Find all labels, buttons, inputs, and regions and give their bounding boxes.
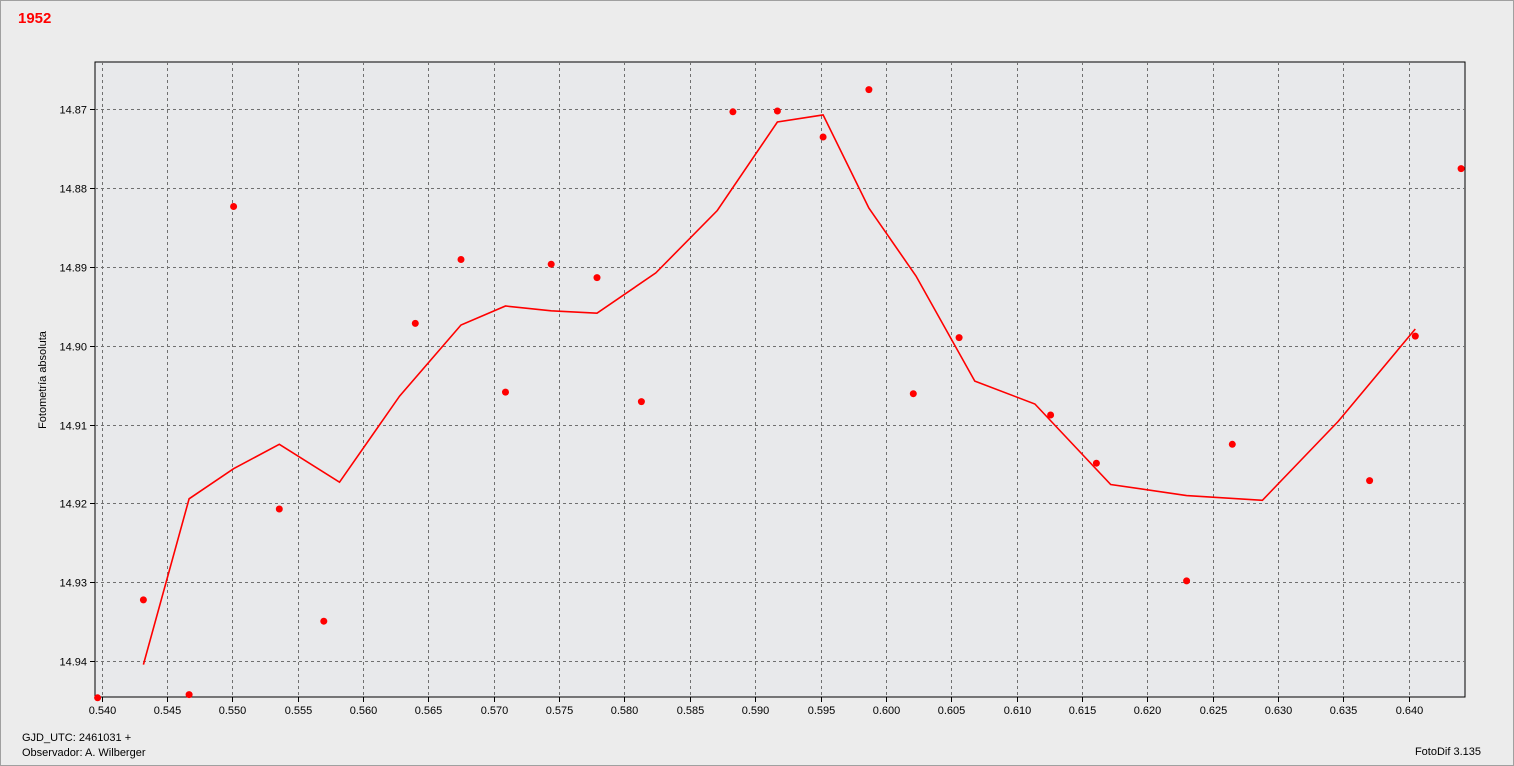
data-point [593, 274, 601, 282]
plot-area [94, 61, 1466, 698]
x-tick-label: 0.570 [481, 705, 509, 717]
y-tick-label: 14.92 [59, 499, 87, 511]
software-version: FotoDif 3.135 [1414, 746, 1481, 758]
x-tick-label: 0.590 [742, 705, 770, 717]
data-point [411, 319, 419, 327]
data-point [185, 691, 193, 699]
data-point [1411, 332, 1419, 340]
data-point [909, 390, 917, 398]
data-point [819, 133, 827, 141]
x-axis-ticks: 0.540 0.545 0.550 0.555 0.560 0.565 0.570 0.575… [89, 697, 1424, 717]
gjd-label: GJD_UTC: 2461031 + [22, 732, 132, 744]
y-tick-label: 14.89 [59, 263, 87, 275]
x-tick-label: 0.555 [285, 705, 313, 717]
y-tick-label: 14.88 [59, 184, 87, 196]
y-axis-ticks: 14.87 14.88 14.89 14.90 14.91 14.92 14.93 14.94 [59, 105, 95, 669]
x-tick-label: 0.580 [611, 705, 639, 717]
y-tick-label: 14.90 [59, 342, 87, 354]
fit-line [142, 114, 1416, 665]
observer-label: Observador: A. Wilberger [22, 747, 146, 759]
y-tick-label: 14.87 [59, 105, 87, 117]
x-tick-label: 0.620 [1134, 705, 1162, 717]
data-point [139, 596, 147, 604]
data-point [1183, 577, 1191, 585]
x-tick-label: 0.550 [219, 705, 247, 717]
x-tick-label: 0.565 [415, 705, 443, 717]
x-tick-label: 0.575 [546, 705, 574, 717]
y-tick-label: 14.91 [59, 421, 87, 433]
data-point [1366, 477, 1374, 485]
chart-title: 1952 [18, 10, 52, 27]
data-point [457, 256, 465, 263]
y-tick-label: 14.94 [59, 657, 87, 669]
data-point [955, 334, 963, 342]
data-point [1092, 459, 1100, 467]
data-point [773, 107, 781, 115]
data-point [1228, 440, 1236, 448]
data-point [1457, 165, 1465, 173]
x-tick-label: 0.585 [677, 705, 705, 717]
x-tick-label: 0.545 [154, 705, 182, 717]
y-axis-label: Fotometría absoluta [37, 330, 49, 429]
x-tick-label: 0.605 [938, 705, 966, 717]
x-tick-label: 0.625 [1200, 705, 1228, 717]
series [94, 86, 1465, 702]
data-point [320, 617, 328, 625]
y-tick-label: 14.93 [59, 578, 87, 590]
data-point [865, 86, 873, 94]
x-tick-label: 0.595 [808, 705, 836, 717]
x-tick-label: 0.615 [1069, 705, 1097, 717]
data-point [230, 203, 238, 210]
data-point [275, 505, 283, 513]
x-tick-label: 0.600 [873, 705, 901, 717]
x-tick-label: 0.560 [350, 705, 378, 717]
x-tick-label: 0.630 [1265, 705, 1293, 717]
data-point [547, 260, 555, 268]
data-point [94, 694, 102, 702]
data-point [1047, 411, 1055, 419]
x-tick-label: 0.635 [1330, 705, 1358, 717]
x-tick-label: 0.540 [89, 705, 117, 717]
footer-info: GJD_UTC: 2461031 + Observador: A. Wilber… [22, 731, 146, 761]
data-point [502, 388, 509, 396]
data-point [729, 108, 737, 116]
x-tick-label: 0.640 [1396, 705, 1424, 717]
data-point [637, 398, 645, 406]
x-tick-label: 0.610 [1004, 705, 1032, 717]
